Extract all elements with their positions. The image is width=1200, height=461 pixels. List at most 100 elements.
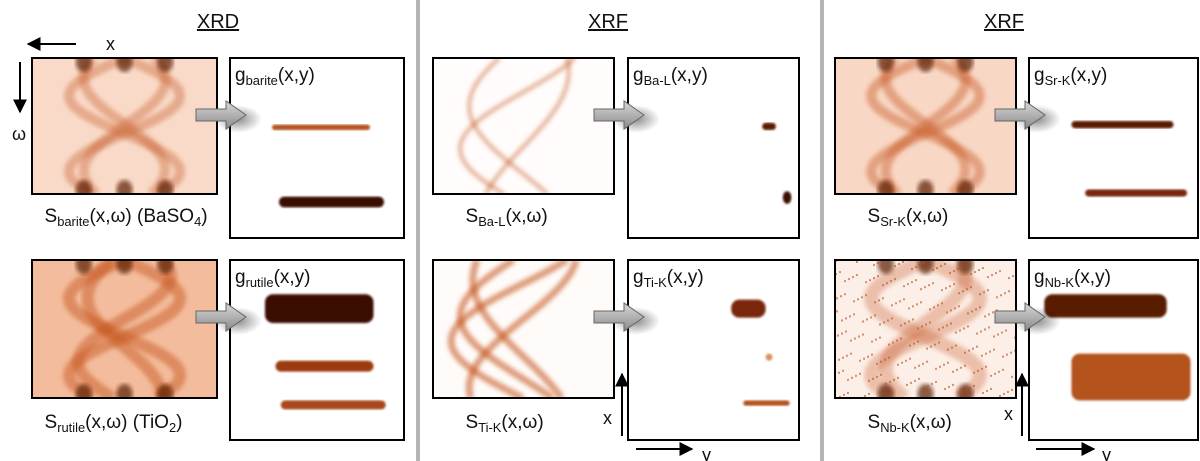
reconstruction-feature	[762, 123, 776, 130]
speckle	[994, 373, 996, 375]
speckle	[953, 270, 955, 272]
reconstruction-feature	[1072, 354, 1191, 401]
reconstruction-feature	[272, 125, 370, 130]
sinogram-hotspot	[878, 52, 894, 72]
speckle	[885, 383, 887, 385]
speckle	[887, 319, 889, 321]
speckle	[968, 350, 970, 352]
reconstruction	[731, 300, 789, 406]
speckle	[956, 369, 958, 371]
speckle	[1006, 354, 1008, 356]
speckle	[836, 310, 838, 312]
speckle	[950, 309, 952, 311]
speckle	[925, 323, 927, 325]
sinogram-label: SBa-L(x,ω)	[466, 206, 548, 229]
sinogram	[433, 260, 614, 398]
speckle	[993, 349, 995, 351]
speckle	[985, 353, 987, 355]
speckle	[1012, 275, 1014, 277]
reconstruction-label-part: (x,y)	[671, 65, 708, 86]
sinogram-background	[32, 260, 217, 398]
speckle	[911, 268, 913, 270]
speckle	[850, 353, 852, 355]
speckle	[926, 361, 928, 363]
speckle	[969, 387, 971, 389]
speckle	[960, 367, 962, 369]
speckle	[951, 347, 953, 349]
speckle	[923, 387, 925, 389]
speckle	[853, 313, 855, 315]
reconstruction	[1044, 294, 1190, 400]
speckle	[950, 322, 952, 324]
speckle	[1004, 292, 1006, 294]
speckle	[1002, 369, 1004, 371]
reconstruction-label-subscript: Sr-K	[1045, 73, 1071, 88]
speckle	[924, 286, 926, 288]
speckle	[910, 382, 912, 384]
sinogram-label-part: (x,ω) (BaSO	[89, 206, 194, 227]
speckle	[944, 388, 946, 390]
speckle	[861, 296, 863, 298]
speckle	[847, 392, 849, 394]
speckle	[942, 326, 944, 328]
speckle	[872, 378, 874, 380]
speckle	[855, 375, 857, 377]
speckle	[982, 392, 984, 394]
sinogram-label-part: (x,ω)	[910, 412, 952, 433]
speckle	[991, 274, 993, 276]
speckle	[1000, 294, 1002, 296]
sinogram-label: STi-K(x,ω)	[466, 412, 544, 435]
sinogram-label-part: )	[176, 412, 182, 433]
speckle	[912, 318, 914, 320]
speckle	[990, 388, 992, 390]
figure: x ω x y x y XRDSbarite(x,ω) (BaSO4)gbari…	[0, 0, 1200, 461]
speckle	[854, 338, 856, 340]
speckle	[865, 294, 867, 296]
speckle	[959, 330, 961, 332]
reconstruction-label: grutile(x,y)	[235, 267, 311, 290]
speckle	[961, 391, 963, 393]
speckle	[941, 289, 943, 291]
reconstruction-label-part: g	[633, 267, 644, 288]
speckle	[938, 328, 940, 330]
separator	[820, 0, 824, 461]
speckle	[870, 316, 872, 318]
sinogram-label-subscript: Nb-K	[880, 420, 910, 435]
speckle	[964, 365, 966, 367]
sinogram	[32, 254, 217, 404]
speckle	[946, 311, 948, 313]
reconstruction	[762, 123, 791, 204]
speckle	[970, 273, 972, 275]
column-heading: XRF	[588, 11, 628, 33]
speckle	[882, 284, 884, 286]
speckle	[1011, 389, 1013, 391]
sinogram-hotspot	[76, 180, 92, 200]
speckle	[955, 345, 957, 347]
speckle	[971, 310, 973, 312]
speckle	[844, 280, 846, 282]
speckle	[876, 376, 878, 378]
speckle	[845, 317, 847, 319]
speckle	[963, 327, 965, 329]
speckle	[907, 283, 909, 285]
speckle	[1002, 356, 1004, 358]
sinogram-hotspot	[957, 180, 973, 200]
sinogram-label: SNb-K(x,ω)	[868, 412, 952, 435]
speckle	[891, 304, 893, 306]
speckle	[900, 324, 902, 326]
speckle	[996, 296, 998, 298]
speckle	[904, 322, 906, 324]
speckle	[851, 377, 853, 379]
speckle	[984, 315, 986, 317]
speckle	[946, 324, 948, 326]
speckle	[993, 336, 995, 338]
speckle	[886, 282, 888, 284]
speckle	[916, 303, 918, 305]
speckle	[952, 384, 954, 386]
sinogram-hotspot	[918, 254, 934, 274]
reconstruction-label-part: g	[235, 65, 246, 86]
sinogram-label-part: (x,ω)	[906, 206, 948, 227]
speckle	[859, 373, 861, 375]
sinogram-label-part: S	[45, 412, 58, 433]
speckle	[842, 357, 844, 359]
